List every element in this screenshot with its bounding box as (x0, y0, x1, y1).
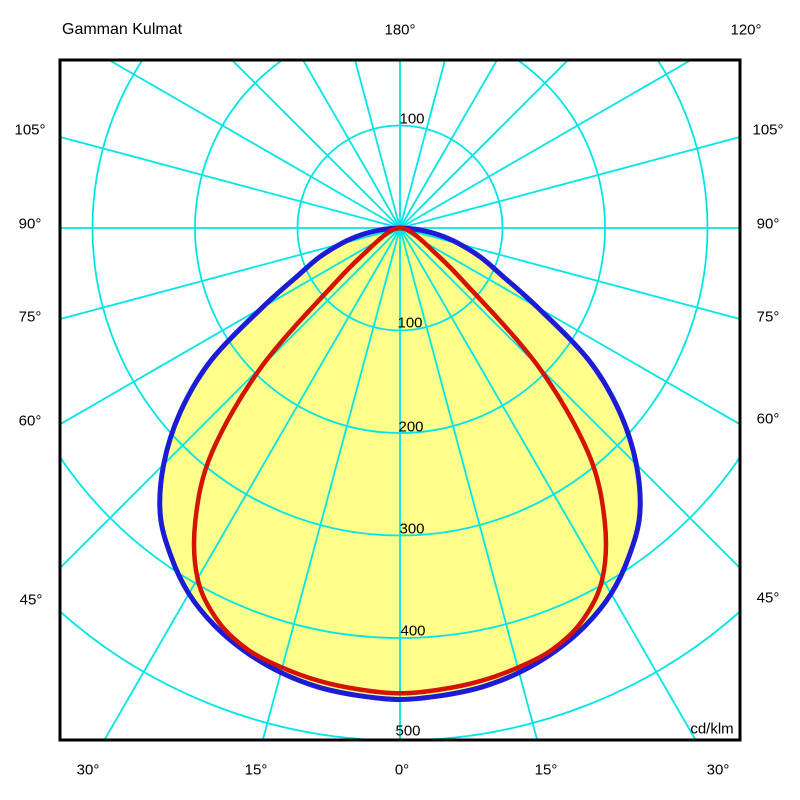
radial-tick-100: 100 (397, 314, 423, 332)
angle-label-bottom-30l: 30° (76, 761, 100, 779)
angle-label-bottom-30r: 30° (706, 761, 730, 779)
angle-label-right-45: 45° (756, 589, 780, 607)
radial-tick-400: 400 (400, 622, 426, 640)
angle-label-bottom-0: 0° (394, 761, 410, 779)
angle-label-bottom-15l: 15° (244, 761, 268, 779)
angle-label-right-60: 60° (756, 410, 780, 428)
angle-label-top-120: 120° (730, 21, 762, 39)
angle-label-right-75: 75° (756, 308, 780, 326)
angle-label-right-105: 105° (752, 121, 784, 139)
angle-label-left-75: 75° (18, 308, 42, 326)
angle-label-top-180: 180° (384, 21, 416, 39)
radial-tick-500: 500 (395, 722, 421, 740)
angle-label-left-60: 60° (18, 412, 42, 430)
angle-label-left-45: 45° (19, 591, 43, 609)
angle-label-right-90: 90° (756, 215, 780, 233)
radial-tick-300: 300 (399, 520, 425, 538)
chart-title: Gamman Kulmat (62, 21, 183, 38)
angle-label-left-90: 90° (18, 215, 42, 233)
radial-tick-200: 200 (398, 418, 424, 436)
angle-label-left-105: 105° (14, 121, 46, 139)
angle-label-bottom-15r: 15° (534, 761, 558, 779)
radial-tick-100-upper: 100 (399, 110, 425, 128)
unit-label: cd/klm (690, 720, 734, 738)
